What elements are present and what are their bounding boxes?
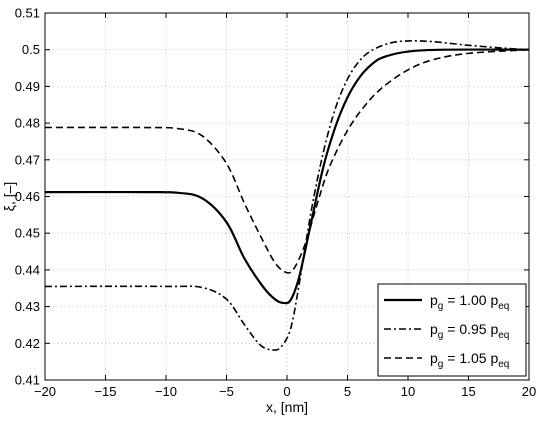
legend-text-part: p <box>430 321 438 337</box>
legend-subscript: g <box>438 330 444 341</box>
y-tick-label: 0.42 <box>15 336 40 351</box>
x-tick-label: 10 <box>401 384 415 399</box>
y-tick-label: 0.47 <box>15 152 40 167</box>
y-tick-label: 0.41 <box>15 373 40 388</box>
legend-entry-label: pg = 1.05 peq <box>430 350 509 370</box>
x-tick-label: 15 <box>461 384 475 399</box>
legend-text-part: p <box>430 292 438 308</box>
series-line <box>44 40 530 351</box>
x-axis-label: x, [nm] <box>266 399 308 415</box>
y-axis-label: ξ, [–] <box>1 182 17 212</box>
x-tick-label: −10 <box>155 384 177 399</box>
legend-subscript: eq <box>498 301 509 312</box>
legend-text-part: p <box>430 350 438 366</box>
legend-entry-label: pg = 0.95 peq <box>430 321 509 341</box>
x-tick-label: −5 <box>219 384 234 399</box>
legend-text-part: = 0.95 p <box>443 321 498 337</box>
x-tick-label: 5 <box>344 384 351 399</box>
x-tick-label: 0 <box>283 384 290 399</box>
x-tick-label: 20 <box>522 384 536 399</box>
series-line <box>44 48 530 305</box>
y-tick-label: 0.46 <box>15 189 40 204</box>
series-layer <box>44 40 530 351</box>
legend-entry-label: pg = 1.00 peq <box>430 292 509 312</box>
y-tick-label: 0.45 <box>15 226 40 241</box>
y-tick-label: 0.44 <box>15 262 40 277</box>
legend-subscript: eq <box>498 330 509 341</box>
y-tick-label: 0.5 <box>22 42 40 57</box>
y-tick-label: 0.49 <box>15 79 40 94</box>
legend-subscript: eq <box>498 359 509 370</box>
y-tick-label: 0.48 <box>15 116 40 131</box>
legend-subscript: g <box>438 359 444 370</box>
x-tick-label: −20 <box>34 384 56 399</box>
y-tick-label: 0.43 <box>15 299 40 314</box>
legend-text-part: = 1.05 p <box>443 350 498 366</box>
legend-subscript: g <box>438 301 444 312</box>
y-tick-label: 0.51 <box>15 6 40 21</box>
series-line <box>44 48 530 274</box>
tick-layer: −20 −15 −10 −5 0 5 10 15 20 0.41 0.42 0.43 0.44 0.45 0… <box>15 6 537 400</box>
grid-layer <box>45 13 529 380</box>
x-tick-label: −15 <box>94 384 116 399</box>
legend-text-part: = 1.00 p <box>443 292 498 308</box>
